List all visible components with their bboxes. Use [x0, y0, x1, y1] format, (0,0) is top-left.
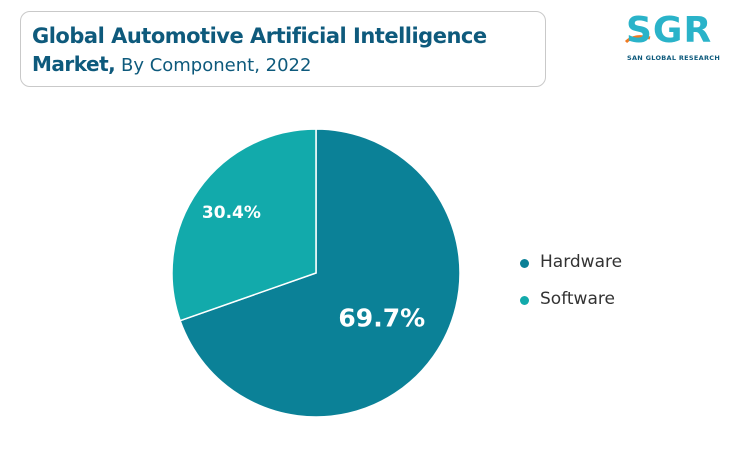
pie-slice-hardware	[179, 128, 461, 418]
legend-label-software: Software	[540, 288, 615, 309]
pie-slice-software	[171, 128, 317, 322]
chart-title: Global Automotive Artificial Intelligenc…	[32, 24, 487, 48]
legend-item-hardware: Hardware	[520, 243, 622, 280]
legend-marker-software	[520, 295, 529, 305]
legend-marker-hardware	[520, 258, 529, 268]
legend-label-hardware: Hardware	[540, 251, 623, 272]
chart-subtitle: Market, By Component, 2022	[32, 50, 545, 80]
legend-item-software: Software	[520, 280, 622, 317]
data-label-software: 30.4%	[202, 203, 261, 223]
chart-title-component: By Component, 2022	[115, 55, 312, 76]
logo-swoosh-icon	[624, 35, 651, 44]
data-label-hardware: 69.7%	[338, 304, 425, 333]
logo-text: SGR	[626, 10, 713, 51]
logo-subtext: SAN GLOBAL RESEARCH	[627, 54, 721, 62]
chart-title-box: Global Automotive Artificial Intelligenc…	[20, 11, 546, 87]
legend: Hardware Software	[520, 243, 622, 317]
sgr-logo: SGR SAN GLOBAL RESEARCH	[620, 10, 720, 65]
chart-title-market: Market,	[32, 52, 116, 76]
